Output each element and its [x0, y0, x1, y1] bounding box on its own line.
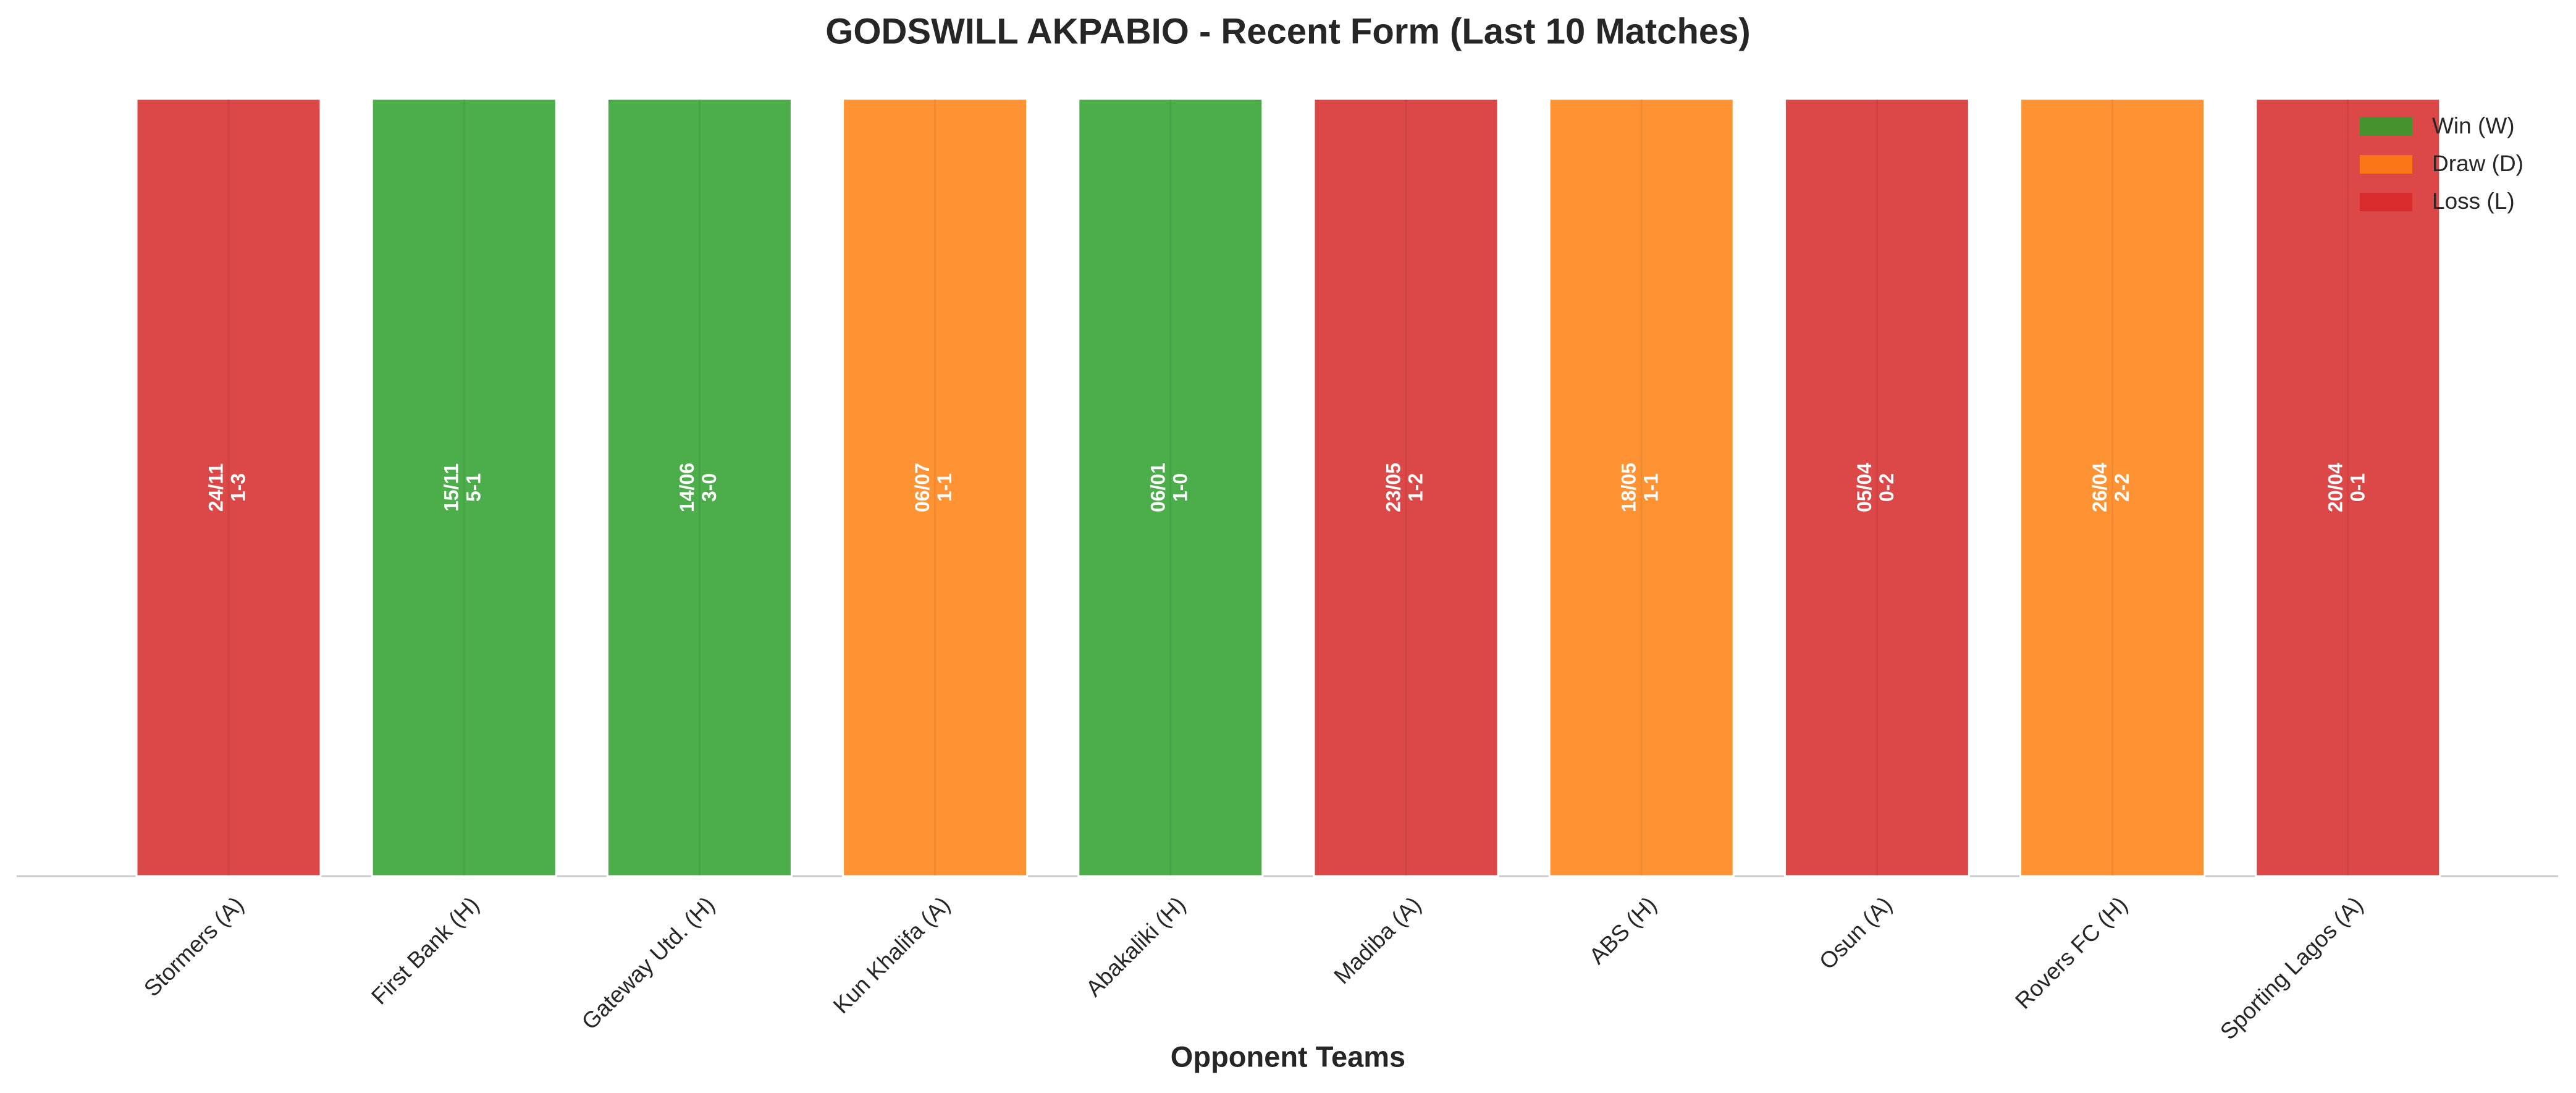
bar-date-label: 20/04	[2324, 463, 2346, 512]
bar-score-label: 1-0	[1169, 473, 1191, 502]
bar	[371, 98, 557, 877]
bar	[1313, 98, 1499, 877]
bar	[2255, 98, 2441, 877]
legend-swatch	[2360, 117, 2412, 136]
legend-swatch	[2360, 155, 2412, 174]
x-tick-label: Osun (A)	[1814, 892, 1897, 974]
bar	[606, 98, 793, 877]
legend-label: Loss (L)	[2432, 188, 2515, 214]
bar-date-label: 23/05	[1382, 463, 1404, 512]
x-tick-label: Stormers (A)	[139, 892, 248, 1001]
bar	[1077, 98, 1264, 877]
bar-date-label: 05/04	[1853, 463, 1875, 512]
bar-score-label: 1-2	[1404, 473, 1426, 502]
x-tick-label: Kun Khalifa (A)	[828, 892, 955, 1018]
x-tick-label: Sporting Lagos (A)	[2215, 892, 2368, 1044]
bar-date-label: 18/05	[1618, 463, 1640, 512]
chart-title: GODSWILL AKPABIO - Recent Form (Last 10 …	[825, 11, 1750, 51]
x-tick-label: ABS (H)	[1585, 892, 1662, 969]
bar-date-label: 24/11	[204, 463, 227, 512]
bar-date-label: 14/06	[676, 463, 698, 512]
legend-swatch	[2360, 193, 2412, 211]
bar	[1548, 98, 1735, 877]
bar-date-label: 15/11	[440, 463, 463, 512]
bar-score-label: 0-2	[1875, 473, 1898, 502]
legend-label: Win (W)	[2432, 113, 2515, 138]
bar-date-label: 26/04	[2089, 463, 2111, 512]
bar-score-label: 1-1	[933, 473, 956, 502]
x-axis-title: Opponent Teams	[1171, 1040, 1405, 1073]
x-tick-label: Abakaliki (H)	[1081, 892, 1190, 1001]
bar	[842, 98, 1029, 877]
bar-score-label: 2-2	[2111, 473, 2133, 502]
bar	[2019, 98, 2206, 877]
bar	[135, 98, 322, 877]
bar-date-label: 06/07	[911, 463, 933, 512]
bar	[1783, 98, 1970, 877]
bar-date-label: 06/01	[1147, 463, 1169, 512]
bar-score-label: 1-3	[227, 473, 249, 502]
bar-score-label: 5-1	[463, 473, 485, 502]
x-tick-label: First Bank (H)	[366, 892, 484, 1009]
bar-score-label: 1-1	[1640, 473, 1662, 502]
x-tick-label: Gateway Utd. (H)	[577, 892, 720, 1034]
x-tick-label: Madiba (A)	[1329, 892, 1426, 989]
bar-score-label: 0-1	[2346, 473, 2368, 502]
bar-score-label: 3-0	[698, 473, 720, 502]
legend-label: Draw (D)	[2432, 151, 2523, 176]
x-tick-label: Rovers FC (H)	[2010, 892, 2132, 1014]
